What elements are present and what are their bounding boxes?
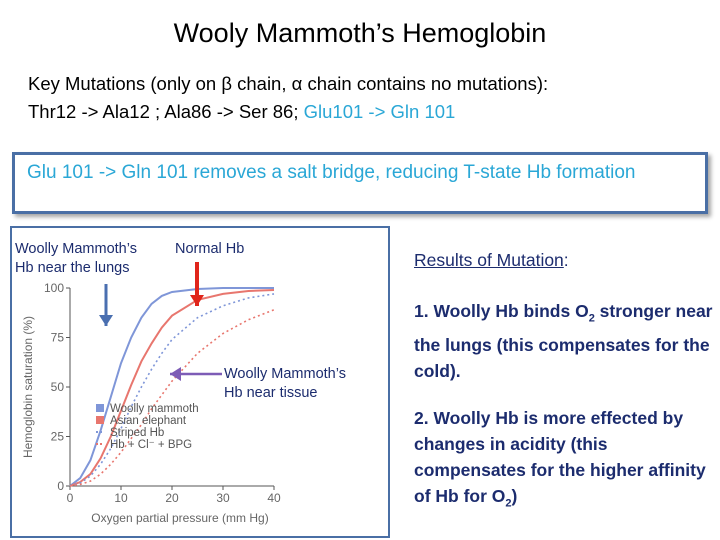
result-2-text-c: )	[511, 486, 518, 506]
label-mammoth-tissue: Woolly Mammoth’s Hb near tissue	[224, 365, 346, 403]
beta-symbol: β	[221, 73, 232, 94]
page-title: Wooly Mammoth’s Hemoglobin	[173, 18, 547, 48]
result-1-subscript: 2	[588, 312, 595, 325]
tissue-arrow	[170, 367, 222, 381]
alpha-symbol: α	[291, 73, 303, 94]
label-normal-hb: Normal Hb	[175, 241, 245, 257]
y-tick-label-3: 75	[51, 331, 65, 345]
salt-bridge-note: Glu 101 -> Gln 101 removes a salt bridge…	[12, 152, 708, 214]
y-tick-label-2: 50	[51, 380, 65, 394]
series-line-3	[69, 309, 275, 487]
legend-label-1: Asian elephant	[110, 415, 187, 427]
result-1-text-a: 1. Woolly Hb binds O	[414, 301, 589, 321]
key-mutations-text-b: chain,	[231, 73, 292, 94]
y-tick-label-1: 25	[51, 430, 65, 444]
result-1-text-b: stronger near the lungs (this compensate…	[414, 301, 713, 381]
label-mammoth-lungs-line-2: Hb near the lungs	[15, 260, 130, 276]
key-mutations-text-a: Key Mutations (only on	[28, 73, 222, 94]
lungs-arrow-head	[99, 315, 113, 326]
y-tick-label-4: 100	[44, 281, 64, 295]
legend-swatch-0	[96, 404, 104, 412]
result-2-subscript: 2	[505, 497, 512, 510]
result-item-1: 1. Woolly Hb binds O2 stronger near the …	[414, 298, 714, 384]
x-axis-label: Oxygen partial pressure (mm Hg)	[91, 511, 268, 525]
x-tick-label-4: 40	[267, 491, 281, 505]
series-line-0	[69, 287, 274, 487]
x-tick-label-0: 0	[67, 491, 74, 505]
y-tick-label-0: 0	[57, 479, 64, 493]
normal-hb-arrow	[190, 262, 204, 306]
label-mammoth-tissue-line-1: Woolly Mammoth’s	[224, 366, 346, 382]
y-axis-label: Hemoglobin saturation (%)	[21, 316, 35, 458]
normal-hb-arrow-head	[190, 295, 204, 306]
lungs-arrow	[99, 284, 113, 326]
legend-label-2: Striped Hb	[110, 427, 164, 439]
x-tick-label-1: 10	[114, 491, 128, 505]
legend-label-0: Woolly mammoth	[110, 403, 199, 415]
results-heading-text: Results of Mutation	[414, 250, 564, 270]
x-tick-label-3: 30	[216, 491, 230, 505]
key-mutations-line-2: Thr12 -> Ala12 ; Ala86 -> Ser 86; Glu101…	[28, 101, 455, 123]
mutation-list: Thr12 -> Ala12 ; Ala86 -> Ser 86;	[28, 101, 304, 122]
series-line-2	[69, 293, 275, 487]
legend-label-3: Hb + Cl⁻ + BPG	[110, 439, 192, 451]
legend-swatch-1	[96, 416, 104, 424]
highlighted-mutation: Glu101 -> Gln 101	[303, 101, 456, 122]
x-tick-label-2: 20	[165, 491, 179, 505]
key-mutations-text-c: chain contains no mutations):	[302, 73, 549, 94]
label-mammoth-lungs: Woolly Mammoth’s Hb near the lungs	[15, 240, 137, 278]
label-mammoth-tissue-line-2: Hb near tissue	[224, 385, 318, 401]
label-mammoth-lungs-line-1: Woolly Mammoth’s	[15, 241, 137, 257]
results-heading-colon: :	[563, 250, 569, 270]
results-heading: Results of Mutation:	[414, 250, 569, 271]
key-mutations-line-1: Key Mutations (only on β chain, α chain …	[28, 73, 548, 95]
result-2-text-a: 2. Woolly Hb is more effected by changes…	[414, 408, 706, 506]
tissue-arrow-head	[170, 367, 181, 381]
result-item-2: 2. Woolly Hb is more effected by changes…	[414, 405, 714, 517]
oxygen-dissociation-chart: 0 25 50 75 100 0 10 20 30 40 Oxygen partial pressu…	[21, 262, 281, 525]
series-line-1	[69, 289, 275, 487]
